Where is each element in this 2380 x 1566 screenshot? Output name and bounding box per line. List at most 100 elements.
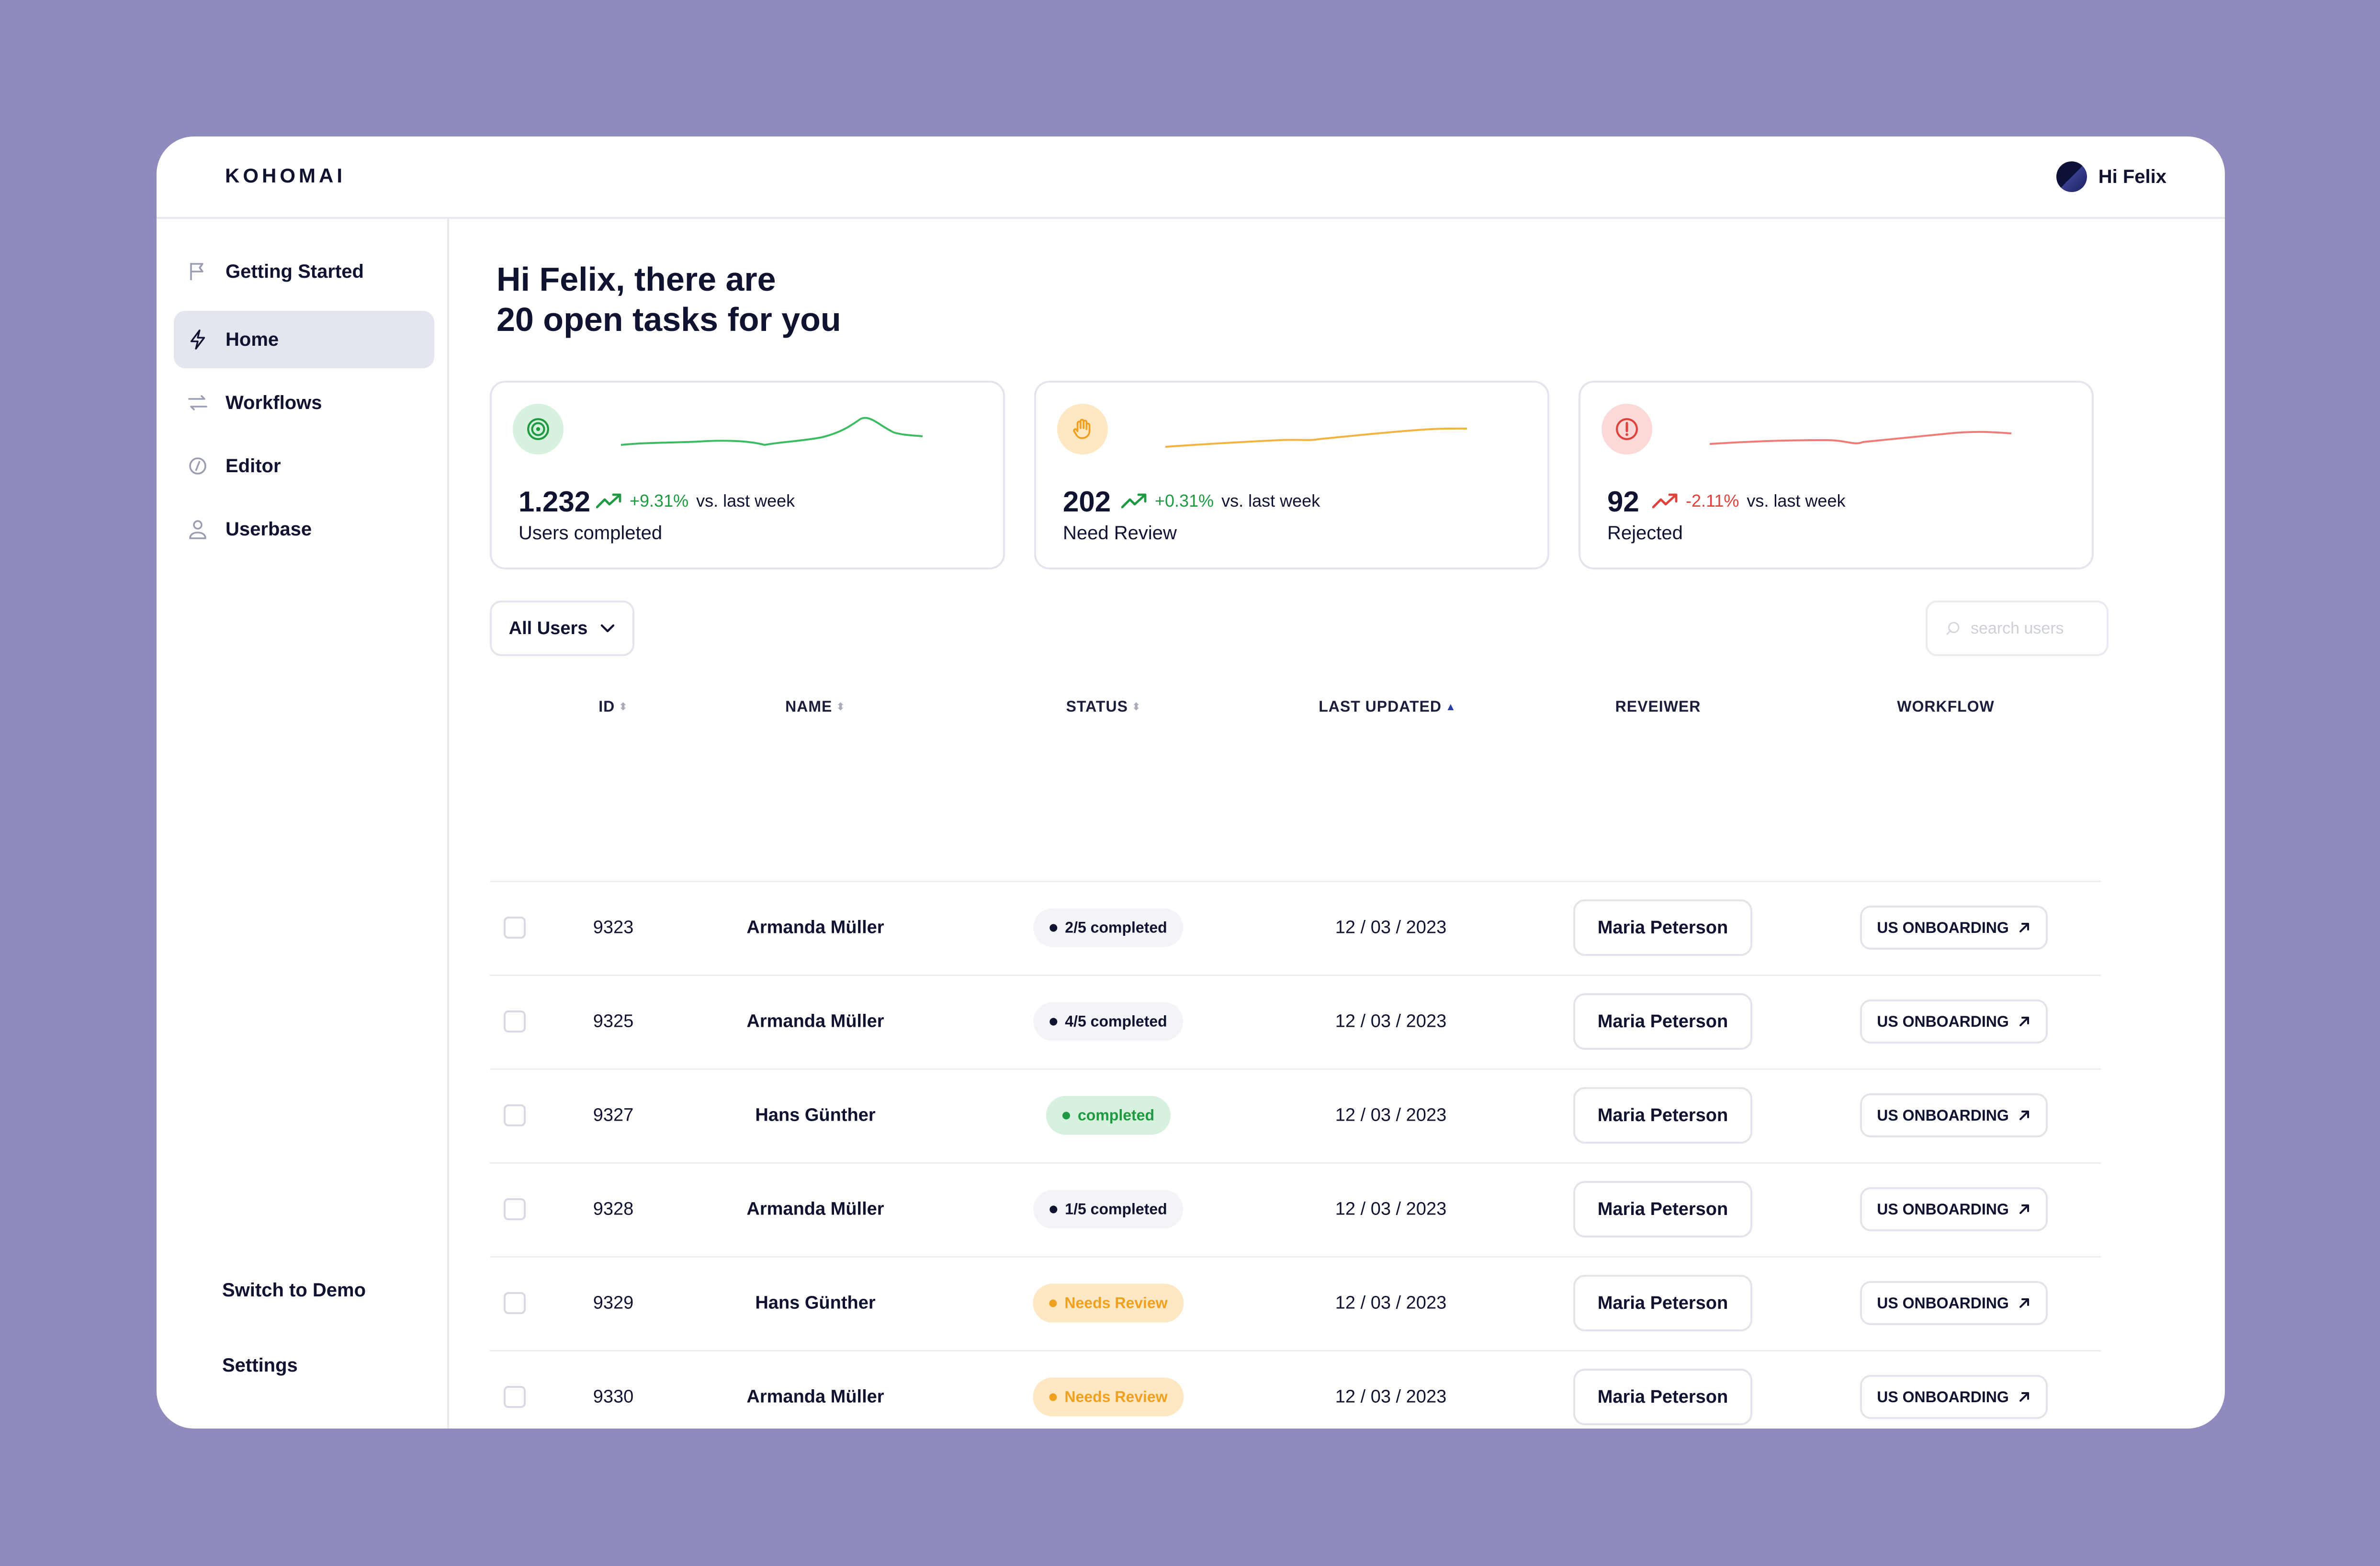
workflow-chip[interactable]: US ONBOARDING xyxy=(1860,1093,2048,1137)
table-row[interactable]: 9330 Armanda Müller Needs Review 12 / 03 / … xyxy=(490,1350,2101,1429)
row-name: Hans Günther xyxy=(755,1293,876,1313)
table-divider xyxy=(490,881,2101,882)
reviewer-chip[interactable]: Maria Peterson xyxy=(1573,1087,1752,1144)
stat-trend: +9.31% vs. last week xyxy=(596,491,795,511)
workflow-chip[interactable]: US ONBOARDING xyxy=(1860,1281,2048,1325)
table-row[interactable]: 9325 Armanda Müller 4/5 completed 12 / 03 /… xyxy=(490,975,2101,1068)
status-text: completed xyxy=(1077,1106,1155,1124)
users-filter-dropdown[interactable]: All Users xyxy=(490,601,634,656)
external-link-icon xyxy=(2019,1204,2029,1214)
switch-demo-link[interactable]: Switch to Demo xyxy=(222,1280,366,1301)
reviewer-button[interactable]: Maria Peterson xyxy=(1573,899,1752,956)
table-row[interactable]: 9329 Hans Günther Needs Review 12 / 03 / 20… xyxy=(490,1256,2101,1350)
status-badge: 4/5 completed xyxy=(1033,1002,1184,1041)
status-text: 2/5 completed xyxy=(1065,919,1167,936)
row-name: Armanda Müller xyxy=(746,1011,884,1032)
status-pill: 1/5 completed xyxy=(1033,1190,1184,1229)
column-header-last-updated[interactable]: LAST UPDATED ▲ xyxy=(1319,698,1456,715)
workflow-chip[interactable]: US ONBOARDING xyxy=(1860,1375,2048,1419)
status-dot xyxy=(1049,1299,1057,1307)
row-last-updated: 12 / 03 / 2023 xyxy=(1335,1011,1447,1032)
greeting-line-1: Hi Felix, there are xyxy=(496,261,776,298)
workflow-label: US ONBOARDING xyxy=(1877,1106,2009,1124)
user-greeting: Hi Felix xyxy=(2098,166,2166,187)
reviewer-chip[interactable]: Maria Peterson xyxy=(1573,1275,1752,1331)
sidebar-item-label: Getting Started xyxy=(226,261,364,282)
reviewer-button[interactable]: Maria Peterson xyxy=(1573,1087,1752,1144)
row-checkbox[interactable] xyxy=(504,1198,526,1220)
chevron-down-icon xyxy=(601,624,615,633)
status-badge: 1/5 completed xyxy=(1033,1190,1184,1229)
header-label: WORKFLOW xyxy=(1897,698,1995,715)
table-row[interactable]: 9323 Armanda Müller 2/5 completed 12 / 03 /… xyxy=(490,881,2101,975)
column-header-reviewer[interactable]: REVEIWER xyxy=(1615,698,1701,715)
status-badge: Needs Review xyxy=(1033,1377,1184,1417)
reviewer-button[interactable]: Maria Peterson xyxy=(1573,1181,1752,1237)
workflow-button[interactable]: US ONBOARDING xyxy=(1860,1187,2048,1231)
stat-label: Users completed xyxy=(519,522,663,544)
reviewer-chip[interactable]: Maria Peterson xyxy=(1573,899,1752,956)
status-text: Needs Review xyxy=(1064,1294,1168,1312)
row-checkbox[interactable] xyxy=(504,1104,526,1126)
settings-link[interactable]: Settings xyxy=(222,1355,298,1376)
workflow-chip[interactable]: US ONBOARDING xyxy=(1860,906,2048,950)
sidebar-item-workflows[interactable]: Workflows xyxy=(174,374,434,431)
workflow-label: US ONBOARDING xyxy=(1877,1294,2009,1312)
reviewer-button[interactable]: Maria Peterson xyxy=(1573,1369,1752,1425)
status-pill: 4/5 completed xyxy=(1033,1002,1184,1041)
column-header-workflow[interactable]: WORKFLOW xyxy=(1897,698,1995,715)
reviewer-chip[interactable]: Maria Peterson xyxy=(1573,1369,1752,1425)
workflow-button[interactable]: US ONBOARDING xyxy=(1860,1281,2048,1325)
workflow-button[interactable]: US ONBOARDING xyxy=(1860,906,2048,950)
trend-up-icon xyxy=(1121,493,1147,509)
search-input[interactable] xyxy=(1970,618,2106,638)
column-header-status[interactable]: STATUS ⬍ xyxy=(1066,698,1141,715)
row-checkbox[interactable] xyxy=(504,1010,526,1033)
sidebar-item-userbase[interactable]: Userbase xyxy=(174,500,434,558)
reviewer-chip[interactable]: Maria Peterson xyxy=(1573,1181,1752,1237)
sidebar-item-getting-started[interactable]: Getting Started xyxy=(174,243,434,300)
reviewer-chip[interactable]: Maria Peterson xyxy=(1573,993,1752,1050)
workflow-button[interactable]: US ONBOARDING xyxy=(1860,1375,2048,1419)
sparkline-chart xyxy=(1710,431,2011,445)
sort-icon: ⬍ xyxy=(619,700,628,713)
user-menu[interactable]: Hi Felix xyxy=(2056,161,2166,192)
search-icon xyxy=(1946,622,1960,635)
table-divider xyxy=(490,1256,2101,1258)
reviewer-button[interactable]: Maria Peterson xyxy=(1573,993,1752,1050)
workflow-chip[interactable]: US ONBOARDING xyxy=(1860,999,2048,1044)
column-header-id[interactable]: ID ⬍ xyxy=(598,698,628,715)
column-header-name[interactable]: NAME ⬍ xyxy=(785,698,846,715)
sidebar: Getting Started Home Workflows Editor Us… xyxy=(157,219,449,1429)
row-last-updated: 12 / 03 / 2023 xyxy=(1335,1293,1447,1313)
workflow-label: US ONBOARDING xyxy=(1877,919,2009,936)
row-checkbox[interactable] xyxy=(504,1292,526,1314)
greeting-line-2: 20 open tasks for you xyxy=(496,301,841,338)
table-divider xyxy=(490,1068,2101,1070)
workflow-button[interactable]: US ONBOARDING xyxy=(1860,1093,2048,1137)
workflow-chip[interactable]: US ONBOARDING xyxy=(1860,1187,2048,1231)
sort-icon: ⬍ xyxy=(1131,700,1141,713)
workflow-label: US ONBOARDING xyxy=(1877,1388,2009,1406)
row-checkbox[interactable] xyxy=(504,917,526,939)
row-id: 9327 xyxy=(593,1105,634,1125)
table-row[interactable]: 9327 Hans Günther completed 12 / 03 / 2023 M… xyxy=(490,1068,2101,1162)
status-text: 1/5 completed xyxy=(1065,1200,1167,1218)
workflow-button[interactable]: US ONBOARDING xyxy=(1860,999,2048,1044)
table-row[interactable]: 9328 Armanda Müller 1/5 completed 12 / 03 /… xyxy=(490,1162,2101,1256)
stat-card-need-review: 202 +0.31% vs. last week Need Review xyxy=(1034,381,1549,569)
sparkline-chart xyxy=(1165,427,1467,448)
table-divider xyxy=(490,1162,2101,1164)
row-id: 9328 xyxy=(593,1199,634,1219)
page-title: Hi Felix, there are 20 open tasks for yo… xyxy=(496,259,841,340)
trend-up-icon xyxy=(596,493,621,509)
avatar[interactable] xyxy=(2056,161,2087,192)
flag-icon xyxy=(186,261,209,282)
reviewer-button[interactable]: Maria Peterson xyxy=(1573,1275,1752,1331)
header-label: REVEIWER xyxy=(1615,698,1701,715)
search-box[interactable] xyxy=(1926,601,2109,656)
status-badge: Needs Review xyxy=(1033,1283,1184,1323)
sidebar-item-editor[interactable]: Editor xyxy=(174,437,434,495)
row-checkbox[interactable] xyxy=(504,1386,526,1408)
sidebar-item-home[interactable]: Home xyxy=(174,311,434,368)
